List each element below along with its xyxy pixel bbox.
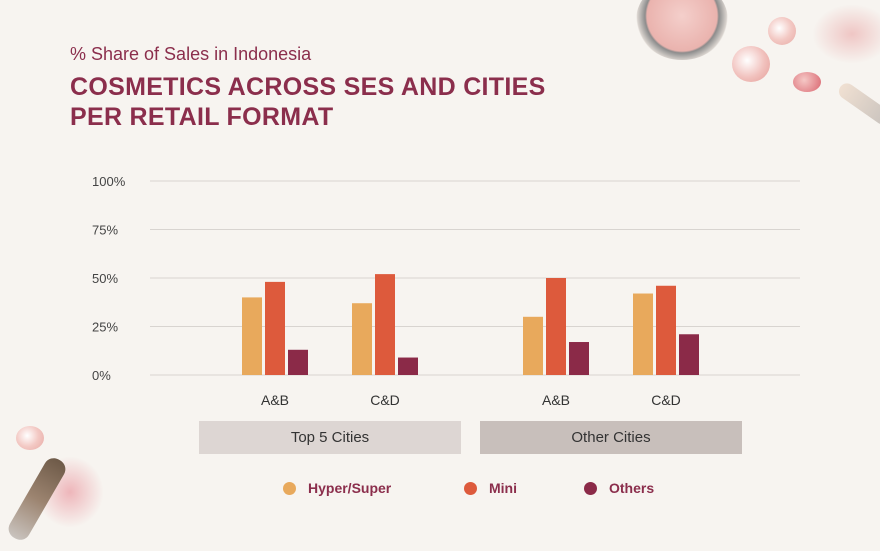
bar-mini xyxy=(546,278,566,375)
x-tick-label: C&D xyxy=(370,392,400,408)
y-tick-label: 75% xyxy=(92,223,118,238)
legend-swatch-mini xyxy=(464,481,477,495)
legend-item-mini: Mini xyxy=(464,480,517,496)
legend-swatch-others xyxy=(584,481,597,495)
bar-others xyxy=(679,334,699,375)
pearl-bead-illustration xyxy=(768,17,796,45)
bar-hyper-super xyxy=(523,316,543,375)
title-line-1: COSMETICS ACROSS SES AND CITIES xyxy=(70,73,546,101)
bar-mini xyxy=(265,281,285,375)
x-tick-label: C&D xyxy=(651,392,681,408)
bar-others xyxy=(288,349,308,375)
pearl-bead-illustration xyxy=(16,426,44,450)
page-subtitle: % Share of Sales in Indonesia xyxy=(70,44,312,64)
y-tick-label: 50% xyxy=(92,271,118,286)
chart-legend: Hyper/Super Mini Others xyxy=(0,480,880,500)
page-title: COSMETICS ACROSS SES AND CITIES PER RETA… xyxy=(70,72,546,132)
x-tick-label: A&B xyxy=(542,392,570,408)
pearl-bead-illustration xyxy=(793,72,821,92)
bar-mini xyxy=(375,274,395,375)
bar-others xyxy=(569,342,589,375)
legend-item-others: Others xyxy=(584,480,654,496)
bar-mini xyxy=(656,285,676,375)
legend-label-hyper-super: Hyper/Super xyxy=(308,480,392,496)
y-tick-label: 0% xyxy=(92,368,111,383)
bar-chart: 0% 25% 50% 75% 100% A&B C&D A&B C&D xyxy=(92,174,800,408)
bar-hyper-super xyxy=(633,293,653,375)
legend-label-mini: Mini xyxy=(489,480,517,496)
pearl-bead-illustration xyxy=(732,46,770,82)
legend-swatch-hyper-super xyxy=(283,481,296,495)
y-tick-label: 25% xyxy=(92,320,118,335)
blush-smudge-illustration xyxy=(812,4,880,64)
bar-others xyxy=(398,357,418,375)
group-label-other-cities: Other Cities xyxy=(480,421,742,454)
title-line-2: PER RETAIL FORMAT xyxy=(70,103,334,131)
group-label-top5-cities: Top 5 Cities xyxy=(199,421,461,454)
bar-hyper-super xyxy=(352,303,372,375)
legend-item-hyper-super: Hyper/Super xyxy=(283,480,391,496)
bar-hyper-super xyxy=(242,297,262,375)
x-tick-label: A&B xyxy=(261,392,289,408)
legend-label-others: Others xyxy=(609,480,655,496)
y-tick-label: 100% xyxy=(92,174,126,189)
